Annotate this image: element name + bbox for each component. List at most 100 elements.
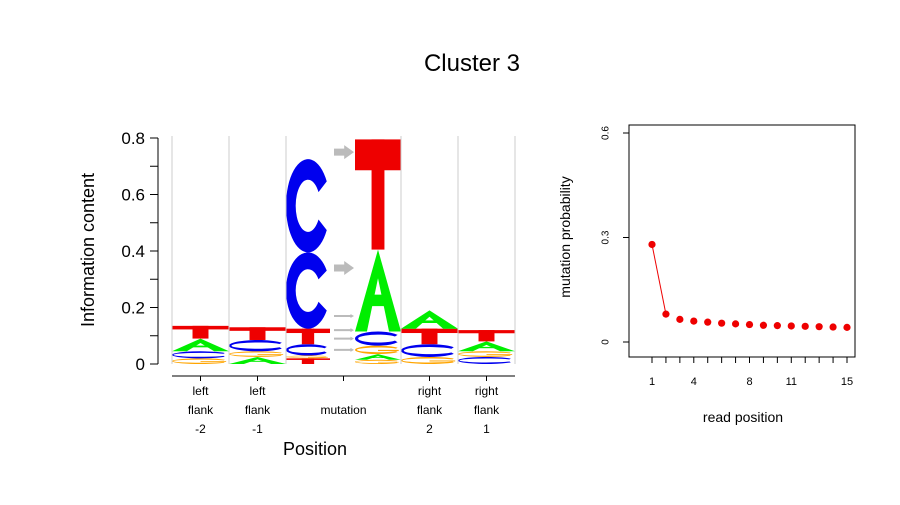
logo-column-label: flank (245, 403, 271, 417)
logo-y-tick-label: 0.4 (121, 242, 145, 261)
A-crossbar (368, 294, 388, 307)
logo-letter-T (458, 330, 515, 342)
scatter-x-tick-label: 15 (841, 376, 853, 388)
C-shape (286, 344, 327, 356)
scatter-point (787, 322, 795, 330)
figure-title: Cluster 3 (424, 50, 520, 77)
logo-column (172, 325, 229, 364)
logo-letter-G (457, 351, 513, 357)
scatter-x-tick-label: 11 (786, 376, 797, 388)
T-stem (478, 330, 495, 342)
C-shape (286, 252, 327, 329)
scatter-point (718, 319, 726, 327)
sequence-logo-panel: Information content Position 0 0.2 0.4 0.6 0… (78, 129, 516, 459)
logo-column-label: flank (188, 403, 214, 417)
scatter-point (731, 320, 740, 328)
scatter-point (801, 322, 809, 330)
logo-column-label: flank (417, 403, 443, 417)
scatter-x-axis-label: read position (703, 409, 783, 425)
logo-letter-A (172, 338, 229, 352)
logo-column-label: -2 (195, 422, 206, 436)
A-crossbar (189, 345, 212, 348)
logo-y-tick-label: 0.2 (121, 299, 145, 318)
G-bar (257, 354, 284, 355)
scatter-point (676, 315, 684, 323)
scatter-point (704, 318, 712, 326)
logo-column-label: mutation (320, 403, 366, 417)
logo-letter-T (229, 327, 286, 340)
G-shape (457, 351, 511, 357)
scatter-point (843, 323, 851, 331)
logo-letter-C (355, 331, 398, 346)
G-shape (401, 356, 454, 364)
logo-letter-C (401, 344, 454, 357)
scatter-y-tick-label: 0 (601, 339, 612, 345)
logo-letter-T (355, 139, 401, 250)
mutation-arrow (334, 313, 354, 318)
G-bar (200, 361, 227, 362)
mutation-arrow (334, 328, 354, 333)
scatter-x-tick-label: 8 (746, 376, 752, 388)
logo-letter-A (229, 356, 286, 364)
logo-letter-C (286, 252, 327, 329)
scatter-point (773, 322, 781, 330)
scatter-point (690, 317, 698, 325)
G-shape (285, 355, 327, 359)
logo-letter-G (228, 351, 284, 357)
T-stem (249, 327, 266, 340)
logo-column-label: -1 (252, 422, 263, 436)
logo-y-tick-label: 0 (136, 355, 145, 374)
logo-column (285, 139, 401, 365)
logo-column-label: left (192, 384, 209, 398)
scatter-point (829, 323, 837, 331)
T-stem (192, 325, 209, 339)
A-shape (401, 310, 458, 329)
logo-letter-T (172, 325, 229, 339)
A-crossbar (246, 360, 269, 362)
scatter-point (662, 310, 670, 318)
logo-letter-C (457, 356, 511, 364)
logo-column (457, 330, 515, 364)
logo-letter-C (286, 159, 327, 253)
scatter-x-tick-label: 4 (691, 376, 697, 388)
logo-column-label: flank (474, 403, 500, 417)
logo-letter-G (285, 355, 328, 359)
logo-y-axis-label: Information content (78, 173, 98, 327)
logo-x-axis-label: Position (283, 439, 347, 459)
logo-letter-G (355, 345, 399, 355)
scatter-point (648, 240, 656, 249)
logo-column (401, 310, 458, 364)
logo-letter-C (172, 351, 225, 359)
G-bar (429, 360, 456, 362)
A-crossbar (368, 357, 388, 359)
C-shape (286, 159, 327, 253)
logo-letter-G (355, 359, 399, 365)
scatter-frame (628, 124, 856, 358)
logo-column-label: 2 (426, 422, 433, 436)
T-stem (371, 139, 385, 250)
mutation-arrow (334, 347, 354, 352)
G-bar (308, 356, 328, 358)
C-shape (228, 339, 282, 352)
logo-letter-G (401, 356, 456, 364)
logo-letter-A (355, 354, 401, 360)
logo-column-label: right (475, 384, 499, 398)
G-shape (355, 345, 398, 355)
logo-letter-A (401, 310, 458, 329)
A-crossbar (475, 346, 498, 349)
logo-letter-T (286, 328, 330, 345)
logo-column-label: 1 (483, 422, 490, 436)
A-shape (458, 341, 515, 352)
scatter-y-axis-label: mutation probability (557, 176, 573, 297)
logo-letter-T (286, 358, 330, 364)
T-stem (301, 358, 315, 364)
A-shape (355, 249, 401, 332)
scatter-y-tick-label: 0.6 (601, 126, 612, 140)
G-shape (172, 358, 225, 364)
logo-letter-C (228, 339, 282, 352)
T-stem (301, 328, 315, 345)
logo-letter-A (355, 249, 401, 332)
logo-letter-A (458, 341, 515, 352)
